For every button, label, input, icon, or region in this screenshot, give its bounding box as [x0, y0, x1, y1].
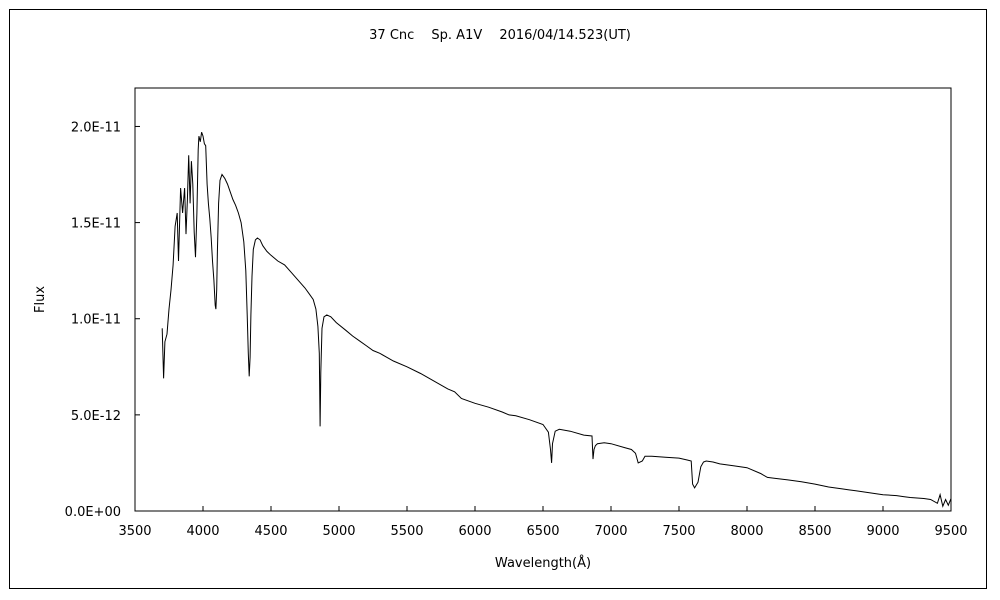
- x-tick-label: 9000: [866, 524, 899, 539]
- y-tick-label: 1.5E-11: [71, 217, 121, 232]
- x-tick-label: 9500: [934, 524, 967, 539]
- chart-frame: [9, 9, 987, 589]
- chart-title: 37 Cnc Sp. A1V 2016/04/14.523(UT): [369, 28, 631, 43]
- x-tick-label: 6500: [526, 524, 559, 539]
- x-tick-label: 8500: [798, 524, 831, 539]
- y-axis: 0.0E+00 5.0E-12 1.0E-11 1.5E-11 2.0E-11: [65, 120, 140, 520]
- y-tick-label: 0.0E+00: [65, 505, 121, 520]
- y-axis-label: Flux: [33, 286, 48, 313]
- x-tick-label: 5000: [322, 524, 355, 539]
- plot-area: [134, 87, 952, 512]
- y-tick-label: 2.0E-11: [71, 120, 121, 135]
- x-axis: 3500 4000 4500 5000 5500 6000 6500 7000 7500 8000…: [118, 506, 968, 539]
- spectrum-series-line: [161, 132, 952, 508]
- x-axis-label: Wavelength(Å): [495, 555, 591, 571]
- x-tick-label: 5500: [390, 524, 423, 539]
- y-tick-label: 1.0E-11: [71, 313, 121, 328]
- x-tick-label: 8000: [730, 524, 763, 539]
- x-tick-label: 3500: [118, 524, 151, 539]
- x-tick-label: 4000: [186, 524, 219, 539]
- x-tick-label: 7000: [594, 524, 627, 539]
- x-tick-label: 7500: [662, 524, 695, 539]
- y-tick-label: 5.0E-12: [71, 409, 121, 424]
- x-tick-label: 6000: [458, 524, 491, 539]
- x-tick-label: 4500: [254, 524, 287, 539]
